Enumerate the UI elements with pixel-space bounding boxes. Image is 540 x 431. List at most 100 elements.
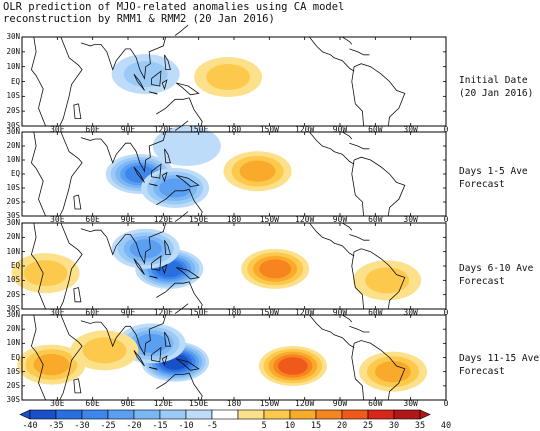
coastline-3-11 xyxy=(156,281,203,310)
anomaly-positive-4-6-level-15 xyxy=(375,361,411,383)
colorbar-swatch-13 xyxy=(367,409,395,420)
colorbar-label-3: -25 xyxy=(100,421,116,431)
x-tick-label-4-4: 120E xyxy=(153,399,173,408)
y-tick-label-4-5: 20S xyxy=(6,380,20,390)
coastline-3-3 xyxy=(73,287,82,303)
colorbar-swatch-4 xyxy=(133,409,161,420)
x-tick-label-4-5: 150E xyxy=(189,399,209,408)
colorbar-label-7: -5 xyxy=(206,421,218,431)
colorbar-label-13: 30 xyxy=(388,421,400,431)
anomaly-positive-3-4-level-10 xyxy=(23,260,68,287)
coastline-4-7 xyxy=(151,346,162,363)
coastline-1-7 xyxy=(151,70,162,87)
x-tick-label-2-6: 180 xyxy=(226,215,242,224)
coastline-1-4 xyxy=(80,36,167,80)
y-tick-label-1-1: 20N xyxy=(6,46,20,56)
x-tick-label-1-12: 0 xyxy=(443,125,449,134)
coastline-2-4 xyxy=(80,131,167,173)
coastline-3-13 xyxy=(309,222,355,257)
coastline-3-17 xyxy=(330,222,353,231)
x-tick-label-3-1: 30E xyxy=(50,308,65,317)
y-tick-label-2-5: 20S xyxy=(6,197,20,206)
coastline-4-15 xyxy=(351,343,364,401)
x-tick-label-4-6: 180 xyxy=(226,399,242,408)
y-tick-label-1-0: 30N xyxy=(6,32,20,41)
colorbar-label-11: 20 xyxy=(336,421,348,431)
panel-2 xyxy=(21,120,447,217)
x-tick-label-2-2: 60E xyxy=(85,215,100,224)
coastline-2-2 xyxy=(59,131,83,217)
colorbar-swatch-8 xyxy=(237,409,265,420)
coastline-4-2 xyxy=(59,314,83,401)
coastline-1-11 xyxy=(156,97,203,127)
y-tick-label-3-2: 10N xyxy=(6,246,20,256)
coastline-3-6 xyxy=(149,275,158,279)
x-tick-label-4-11: 30W xyxy=(403,399,418,408)
coastline-2-14 xyxy=(353,156,406,217)
coastline-3-12 xyxy=(174,211,189,222)
x-tick-label-2-9: 90W xyxy=(332,215,348,224)
colorbar-label-1: -35 xyxy=(48,421,64,431)
colorbar-right-arrow xyxy=(419,409,431,420)
coastline-1-14 xyxy=(353,63,406,127)
y-tick-label-2-0: 30N xyxy=(6,127,20,136)
x-tick-label-1-9: 90W xyxy=(332,125,348,134)
coastline-1-10 xyxy=(176,82,200,96)
x-tick-label-2-5: 150E xyxy=(189,215,209,224)
coastline-3-5 xyxy=(133,258,145,275)
colorbar-label-12: 25 xyxy=(362,421,374,431)
colorbar-swatch-10 xyxy=(289,409,317,420)
x-tick-label-3-2: 60E xyxy=(85,308,100,317)
x-tick-label-3-11: 30W xyxy=(403,308,418,317)
panel-1-label-line2: (20 Jan 2016) xyxy=(459,88,534,99)
coastline-1-6 xyxy=(149,91,158,95)
x-tick-label-1-5: 150E xyxy=(189,125,209,134)
coastline-4-6 xyxy=(149,367,158,370)
coastline-2-10 xyxy=(176,175,200,188)
coastline-4-3 xyxy=(73,378,82,394)
anomaly-positive-4-5-level-10 xyxy=(82,337,127,364)
y-tick-label-4-2: 10N xyxy=(6,338,20,348)
coastline-4-8 xyxy=(161,355,168,366)
colorbar-label-14: 35 xyxy=(414,421,426,431)
coastline-4-4 xyxy=(80,314,167,357)
anomaly-positive-3-5-level-10 xyxy=(365,267,410,294)
y-tick-label-2-6: 30S xyxy=(6,211,20,220)
x-tick-label-4-8: 120W xyxy=(295,399,315,408)
coastline-1-15 xyxy=(351,66,364,127)
coastline-3-7 xyxy=(151,255,162,271)
anomaly-positive-1-2-level-10 xyxy=(206,64,251,91)
x-tick-label-2-1: 30E xyxy=(50,215,65,224)
panel-3-label-line1: Days 6-10 Ave xyxy=(459,263,534,274)
colorbar-swatch-0 xyxy=(29,409,57,420)
anomaly-negative-4-2-level-20 xyxy=(135,333,168,353)
x-tick-label-3-9: 90W xyxy=(332,308,348,317)
y-tick-label-4-6: 30S xyxy=(6,395,20,404)
x-tick-label-1-7: 150W xyxy=(259,125,279,134)
colorbar-label-10: 15 xyxy=(310,421,322,431)
anomaly-positive-4-3-level-25 xyxy=(278,357,308,375)
coastline-3-8 xyxy=(161,263,168,275)
coastline-1-17 xyxy=(330,36,353,45)
x-tick-label-4-10: 60W xyxy=(368,399,383,408)
panel-3-label-line2: Forecast xyxy=(459,276,505,287)
x-tick-label-2-8: 120W xyxy=(295,215,315,224)
colorbar-label-5: -15 xyxy=(152,421,168,431)
coastline-2-3 xyxy=(73,194,82,210)
x-tick-label-4-3: 90E xyxy=(120,399,136,408)
anomaly-positive-4-4-level-15 xyxy=(33,353,70,376)
coastline-1-1 xyxy=(30,36,46,127)
coastline-1-16 xyxy=(349,48,370,56)
coastline-1-12 xyxy=(174,24,189,36)
coastline-1-5 xyxy=(133,73,145,91)
y-tick-label-1-6: 30S xyxy=(6,121,20,130)
panel-2-label-line1: Days 1-5 Ave xyxy=(459,166,528,177)
coastline-1-8 xyxy=(161,79,168,91)
x-tick-label-1-2: 60E xyxy=(85,125,100,134)
colorbar-swatch-1 xyxy=(55,409,83,420)
coastline-2-1 xyxy=(30,131,46,217)
coastline-2-7 xyxy=(151,163,162,179)
x-tick-label-2-7: 150W xyxy=(259,215,279,224)
x-tick-label-2-12: 0 xyxy=(443,215,449,224)
colorbar-label-8: 5 xyxy=(261,421,267,431)
